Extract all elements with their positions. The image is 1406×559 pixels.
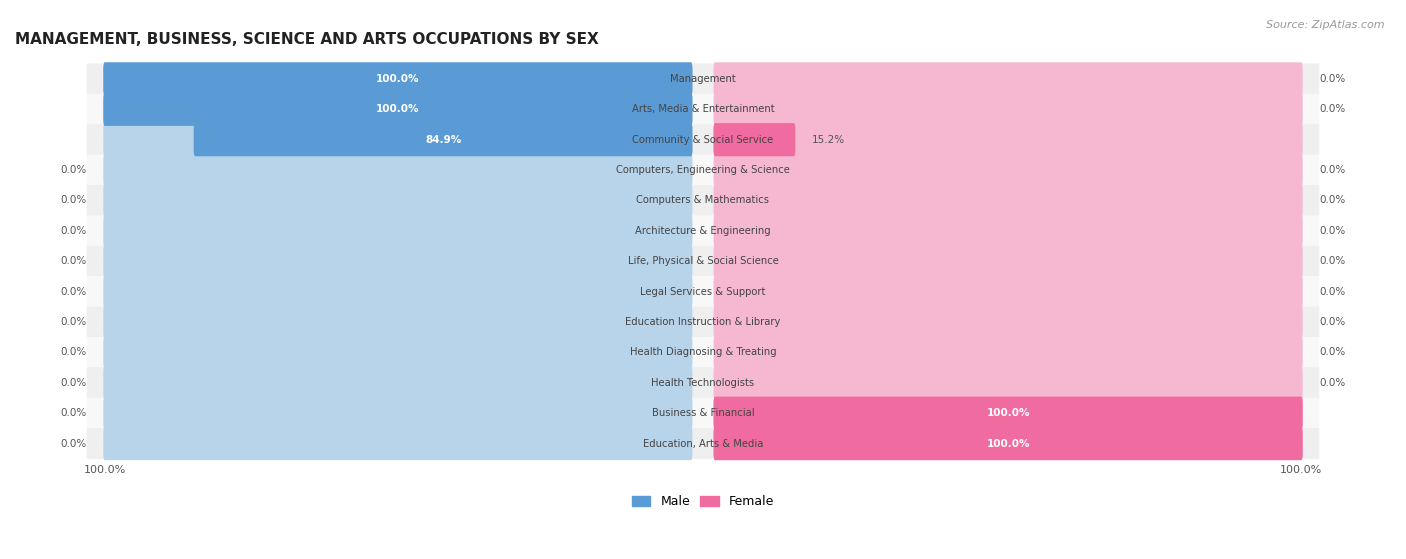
FancyBboxPatch shape bbox=[87, 155, 1319, 186]
Legend: Male, Female: Male, Female bbox=[627, 490, 779, 513]
Text: 0.0%: 0.0% bbox=[60, 196, 87, 206]
Text: Health Technologists: Health Technologists bbox=[651, 378, 755, 388]
FancyBboxPatch shape bbox=[103, 214, 692, 248]
Text: Life, Physical & Social Science: Life, Physical & Social Science bbox=[627, 256, 779, 266]
Text: 0.0%: 0.0% bbox=[60, 408, 87, 418]
FancyBboxPatch shape bbox=[87, 185, 1319, 216]
Text: Arts, Media & Entertainment: Arts, Media & Entertainment bbox=[631, 105, 775, 114]
Text: 100.0%: 100.0% bbox=[1279, 466, 1323, 476]
FancyBboxPatch shape bbox=[103, 93, 692, 126]
FancyBboxPatch shape bbox=[87, 276, 1319, 307]
FancyBboxPatch shape bbox=[714, 427, 1303, 460]
Text: 0.0%: 0.0% bbox=[1319, 378, 1346, 388]
FancyBboxPatch shape bbox=[103, 396, 692, 430]
FancyBboxPatch shape bbox=[87, 124, 1319, 155]
FancyBboxPatch shape bbox=[87, 428, 1319, 459]
FancyBboxPatch shape bbox=[103, 63, 692, 96]
Text: Health Diagnosing & Treating: Health Diagnosing & Treating bbox=[630, 347, 776, 357]
Text: Legal Services & Support: Legal Services & Support bbox=[640, 287, 766, 297]
Text: 0.0%: 0.0% bbox=[60, 287, 87, 297]
FancyBboxPatch shape bbox=[87, 63, 1319, 94]
FancyBboxPatch shape bbox=[103, 123, 692, 157]
FancyBboxPatch shape bbox=[714, 275, 1303, 308]
FancyBboxPatch shape bbox=[714, 214, 1303, 248]
Text: 0.0%: 0.0% bbox=[1319, 196, 1346, 206]
Text: 0.0%: 0.0% bbox=[1319, 74, 1346, 84]
FancyBboxPatch shape bbox=[103, 245, 692, 278]
FancyBboxPatch shape bbox=[714, 123, 1303, 157]
Text: 0.0%: 0.0% bbox=[60, 226, 87, 236]
FancyBboxPatch shape bbox=[714, 93, 1303, 126]
FancyBboxPatch shape bbox=[87, 246, 1319, 277]
Text: Management: Management bbox=[671, 74, 735, 84]
Text: 0.0%: 0.0% bbox=[60, 256, 87, 266]
FancyBboxPatch shape bbox=[87, 215, 1319, 247]
FancyBboxPatch shape bbox=[714, 154, 1303, 187]
FancyBboxPatch shape bbox=[103, 336, 692, 369]
FancyBboxPatch shape bbox=[714, 396, 1303, 430]
FancyBboxPatch shape bbox=[103, 305, 692, 339]
FancyBboxPatch shape bbox=[87, 94, 1319, 125]
Text: 100.0%: 100.0% bbox=[377, 74, 419, 84]
FancyBboxPatch shape bbox=[714, 396, 1303, 430]
Text: 100.0%: 100.0% bbox=[83, 466, 127, 476]
Text: 84.9%: 84.9% bbox=[425, 135, 461, 145]
FancyBboxPatch shape bbox=[714, 63, 1303, 96]
Text: Community & Social Service: Community & Social Service bbox=[633, 135, 773, 145]
Text: Computers, Engineering & Science: Computers, Engineering & Science bbox=[616, 165, 790, 175]
FancyBboxPatch shape bbox=[87, 337, 1319, 368]
FancyBboxPatch shape bbox=[714, 123, 796, 157]
FancyBboxPatch shape bbox=[714, 305, 1303, 339]
FancyBboxPatch shape bbox=[714, 427, 1303, 460]
Text: Education, Arts & Media: Education, Arts & Media bbox=[643, 439, 763, 448]
Text: 0.0%: 0.0% bbox=[60, 347, 87, 357]
Text: Business & Financial: Business & Financial bbox=[652, 408, 754, 418]
Text: 0.0%: 0.0% bbox=[1319, 317, 1346, 327]
Text: 0.0%: 0.0% bbox=[60, 165, 87, 175]
FancyBboxPatch shape bbox=[103, 154, 692, 187]
Text: 0.0%: 0.0% bbox=[60, 378, 87, 388]
FancyBboxPatch shape bbox=[103, 93, 692, 126]
Text: 0.0%: 0.0% bbox=[60, 439, 87, 448]
Text: MANAGEMENT, BUSINESS, SCIENCE AND ARTS OCCUPATIONS BY SEX: MANAGEMENT, BUSINESS, SCIENCE AND ARTS O… bbox=[15, 32, 599, 47]
Text: 0.0%: 0.0% bbox=[1319, 226, 1346, 236]
FancyBboxPatch shape bbox=[103, 427, 692, 460]
FancyBboxPatch shape bbox=[714, 184, 1303, 217]
Text: 15.2%: 15.2% bbox=[811, 135, 845, 145]
Text: Source: ZipAtlas.com: Source: ZipAtlas.com bbox=[1267, 20, 1385, 30]
FancyBboxPatch shape bbox=[103, 184, 692, 217]
FancyBboxPatch shape bbox=[103, 63, 692, 96]
FancyBboxPatch shape bbox=[103, 366, 692, 399]
FancyBboxPatch shape bbox=[194, 123, 692, 157]
FancyBboxPatch shape bbox=[103, 275, 692, 308]
Text: Education Instruction & Library: Education Instruction & Library bbox=[626, 317, 780, 327]
FancyBboxPatch shape bbox=[87, 397, 1319, 429]
Text: 0.0%: 0.0% bbox=[1319, 256, 1346, 266]
Text: 0.0%: 0.0% bbox=[1319, 165, 1346, 175]
FancyBboxPatch shape bbox=[87, 306, 1319, 338]
Text: 0.0%: 0.0% bbox=[1319, 347, 1346, 357]
Text: 0.0%: 0.0% bbox=[1319, 105, 1346, 114]
FancyBboxPatch shape bbox=[714, 245, 1303, 278]
Text: 100.0%: 100.0% bbox=[987, 408, 1029, 418]
FancyBboxPatch shape bbox=[714, 366, 1303, 399]
Text: Computers & Mathematics: Computers & Mathematics bbox=[637, 196, 769, 206]
Text: 100.0%: 100.0% bbox=[377, 105, 419, 114]
FancyBboxPatch shape bbox=[87, 367, 1319, 398]
FancyBboxPatch shape bbox=[714, 336, 1303, 369]
Text: 100.0%: 100.0% bbox=[987, 439, 1029, 448]
Text: 0.0%: 0.0% bbox=[60, 317, 87, 327]
Text: Architecture & Engineering: Architecture & Engineering bbox=[636, 226, 770, 236]
Text: 0.0%: 0.0% bbox=[1319, 287, 1346, 297]
